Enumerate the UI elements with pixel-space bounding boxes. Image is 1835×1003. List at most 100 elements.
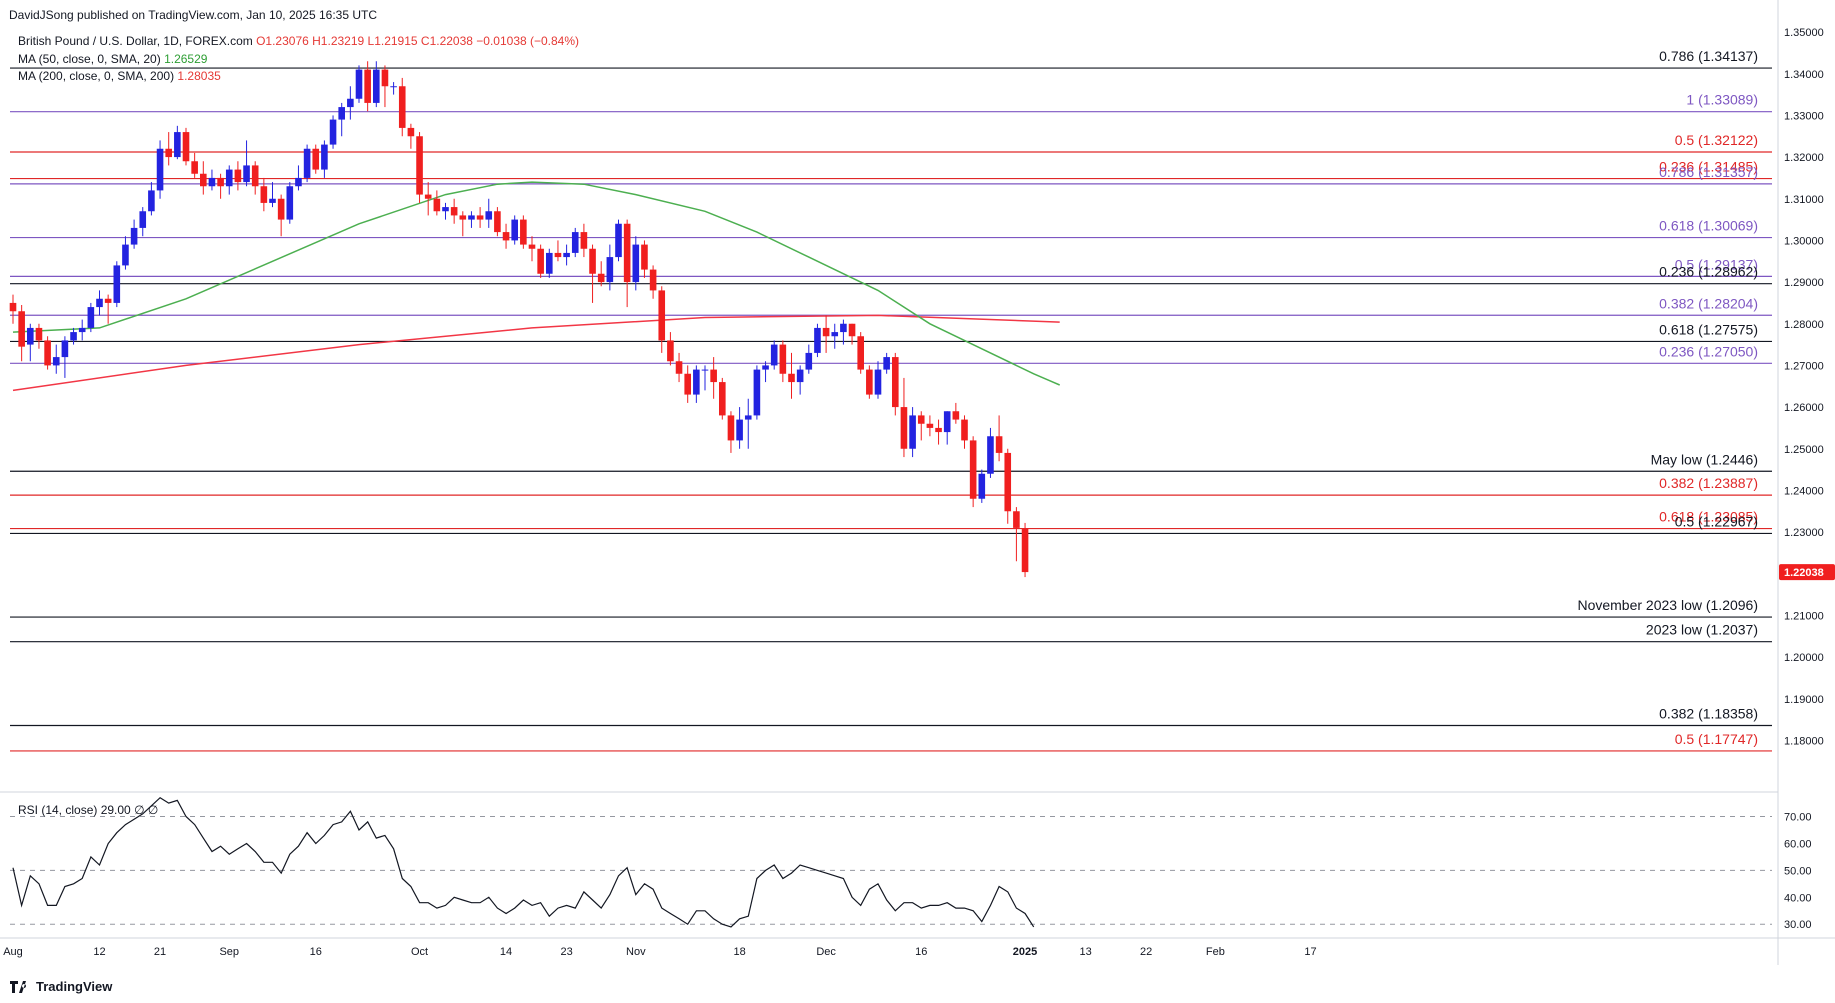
ma200-legend[interactable]: MA (200, close, 0, SMA, 200) 1.28035	[18, 69, 221, 83]
candle-body	[606, 257, 614, 283]
level-label: 0.5 (1.22967)	[1675, 513, 1758, 529]
ma50-label: MA (50, close, 0, SMA, 20)	[18, 52, 161, 66]
candle-body	[546, 252, 553, 274]
candle-body	[191, 161, 198, 174]
candle-body	[623, 223, 631, 283]
candle-body	[615, 223, 622, 258]
candle-body	[113, 265, 121, 303]
candle-body	[364, 69, 371, 103]
rsi-pane[interactable]: 30.00 40.00 50.00 60.00 70.00	[10, 796, 1812, 932]
candle-body	[744, 415, 752, 420]
candle-body	[762, 365, 769, 370]
ma50-path	[12, 181, 1060, 386]
candle-body	[571, 232, 579, 253]
candle-body	[649, 269, 657, 291]
candle-body	[848, 323, 856, 337]
time-tick-label: 22	[1140, 946, 1152, 958]
time-tick-label: Aug	[3, 946, 23, 958]
candle-body	[693, 369, 700, 395]
price-tick-label: 1.28000	[1784, 319, 1824, 331]
price-candles[interactable]	[9, 61, 1029, 578]
candle-body	[321, 144, 328, 170]
candle-body	[528, 244, 536, 249]
candle-body	[286, 186, 294, 220]
candle-body	[969, 440, 977, 499]
candle-body	[251, 165, 259, 187]
candle-body	[407, 127, 415, 137]
brand-name: TradingView	[36, 979, 113, 994]
level-label: 0.382 (1.28204)	[1659, 295, 1758, 311]
candle-body	[260, 186, 268, 203]
candle-body	[831, 332, 839, 337]
rsi-legend[interactable]: RSI (14, close) 29.00 ∅ ∅	[18, 803, 158, 817]
rsi-value: 29.00	[100, 803, 131, 817]
time-tick-label: 18	[733, 946, 745, 958]
candle-body	[701, 369, 709, 371]
candle-body	[200, 173, 207, 187]
price-tick-label: 1.24000	[1784, 485, 1824, 497]
candle-body	[416, 136, 423, 195]
price-tick-label: 1.21000	[1784, 610, 1824, 622]
candle-body	[381, 69, 389, 87]
candle-body	[398, 86, 406, 128]
candle-body	[485, 211, 493, 220]
candle-body	[537, 248, 544, 274]
candle-body	[840, 323, 847, 333]
candle-body	[217, 177, 224, 187]
candle-body	[935, 427, 942, 433]
candle-body	[796, 369, 804, 383]
candle-body	[900, 407, 908, 449]
candle-body	[727, 415, 735, 441]
time-tick-label: 16	[915, 946, 927, 958]
candle-body	[234, 169, 242, 183]
ma200-label: MA (200, close, 0, SMA, 200)	[18, 69, 175, 83]
level-label: November 2023 low (1.2096)	[1577, 597, 1758, 613]
candle-body	[684, 373, 691, 395]
candle-body	[632, 244, 640, 283]
candle-body	[502, 232, 510, 241]
candle-body	[61, 340, 69, 358]
candle-body	[295, 177, 302, 187]
ohlc-values: O1.23076 H1.23219 L1.21915 C1.22038 −0.0…	[256, 34, 580, 48]
candle-body	[667, 340, 674, 362]
candle-body	[753, 369, 761, 416]
time-tick-label: Dec	[816, 946, 836, 958]
candle-body	[130, 227, 138, 245]
publish-info: DavidJSong published on TradingView.com,…	[9, 8, 378, 22]
candle-body	[312, 148, 320, 170]
level-label: 0.618 (1.23085)	[1659, 509, 1758, 525]
candle-body	[269, 198, 276, 203]
price-tick-label: 1.30000	[1784, 235, 1824, 247]
candle-body	[1004, 452, 1012, 512]
candle-body	[675, 361, 683, 374]
candle-body	[952, 411, 960, 420]
candle-body	[476, 215, 484, 220]
candle-body	[347, 98, 354, 108]
candle-body	[788, 373, 795, 383]
time-tick-label: 23	[560, 946, 572, 958]
candle-body	[373, 69, 380, 103]
level-label: 0.786 (1.31357)	[1659, 164, 1758, 180]
candle-body	[779, 344, 787, 374]
last-price-tag	[1779, 564, 1835, 581]
candle-body	[156, 148, 164, 191]
candle-body	[338, 107, 345, 120]
candle-body	[225, 169, 233, 187]
candle-body	[926, 423, 934, 428]
time-tick-label: 2025	[1013, 946, 1037, 958]
ma50-legend[interactable]: MA (50, close, 0, SMA, 20) 1.26529	[18, 52, 207, 66]
candle-body	[468, 215, 475, 220]
time-tick-label: 16	[310, 946, 322, 958]
fib-levels: 0.786 (1.34137) 1 (1.33089) 0.5 (1.32122) 0…	[10, 48, 1772, 752]
candle-body	[589, 248, 596, 274]
candle-body	[87, 307, 95, 328]
candle-body	[710, 369, 717, 383]
candle-body	[277, 198, 285, 220]
level-label: 1 (1.33089)	[1686, 92, 1758, 108]
tradingview-logo[interactable]: TradingView	[10, 979, 112, 994]
candle-body	[52, 357, 60, 366]
candle-body	[883, 357, 890, 370]
level-label: 0.236 (1.27050)	[1659, 343, 1758, 359]
candle-body	[978, 473, 986, 499]
